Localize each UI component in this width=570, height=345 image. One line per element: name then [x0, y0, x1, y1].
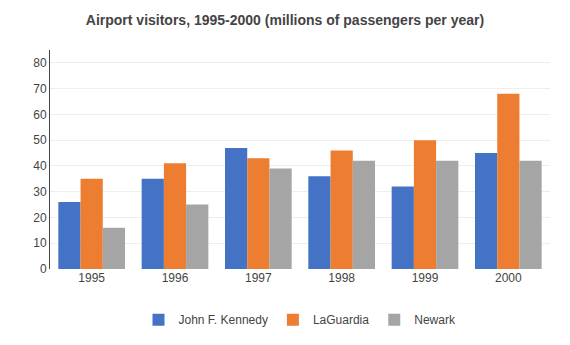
svg-text:0: 0: [40, 262, 47, 276]
svg-text:60: 60: [33, 108, 47, 122]
svg-text:John F. Kennedy: John F. Kennedy: [179, 313, 268, 327]
svg-text:70: 70: [33, 82, 47, 96]
svg-text:Newark: Newark: [414, 313, 456, 327]
svg-text:10: 10: [33, 236, 47, 250]
svg-text:1996: 1996: [162, 271, 189, 285]
svg-text:30: 30: [33, 185, 47, 199]
svg-text:LaGuardia: LaGuardia: [313, 313, 369, 327]
svg-text:80: 80: [33, 56, 47, 70]
svg-text:1999: 1999: [412, 271, 439, 285]
svg-text:1998: 1998: [328, 271, 355, 285]
svg-text:2000: 2000: [495, 271, 522, 285]
svg-text:1997: 1997: [245, 271, 272, 285]
svg-text:20: 20: [33, 211, 47, 225]
svg-text:1995: 1995: [78, 271, 105, 285]
svg-text:40: 40: [33, 159, 47, 173]
svg-text:Airport visitors, 1995-2000 (m: Airport visitors, 1995-2000 (millions of…: [86, 12, 484, 28]
svg-text:50: 50: [33, 133, 47, 147]
